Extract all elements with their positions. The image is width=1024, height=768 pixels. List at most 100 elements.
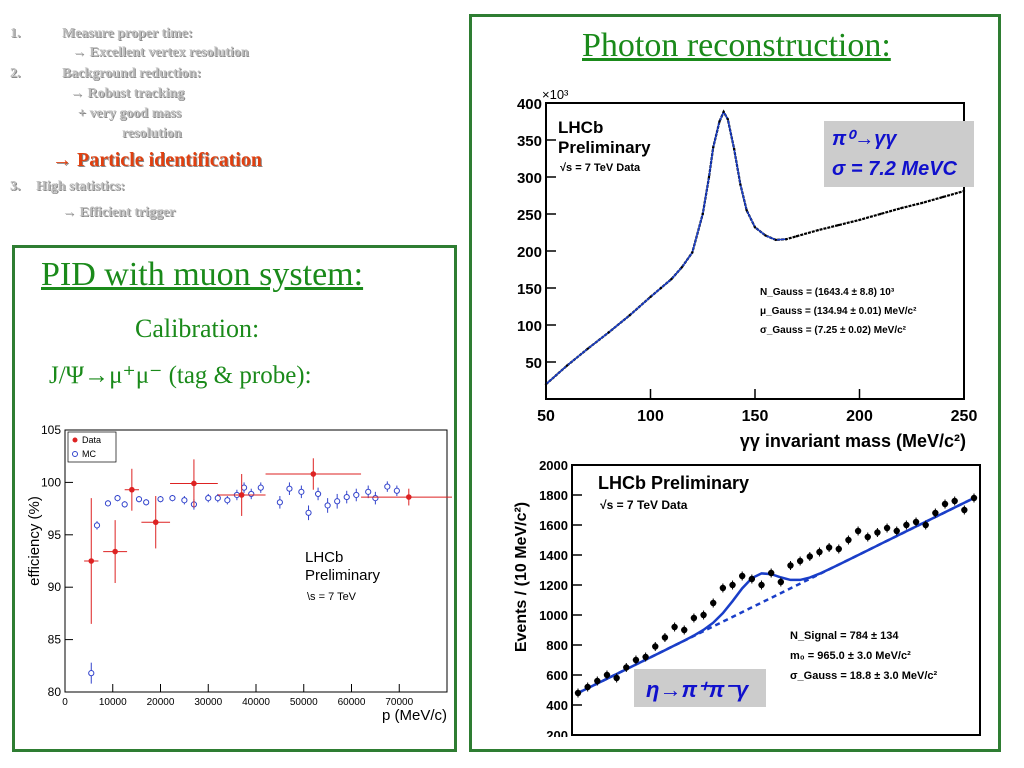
y-tick-label: 105 [41, 423, 61, 437]
data-point [191, 480, 197, 487]
efficiency-chart: 80 85 90 95 100 105 0 10000 20000 30000 40000 50000… [26, 423, 452, 724]
data-point [787, 562, 794, 569]
data-point [700, 611, 707, 619]
data-point [774, 238, 778, 242]
outline-item-2-title: Background reduction: [62, 66, 202, 81]
mc-point [224, 497, 231, 504]
signal-fit-curve [577, 496, 975, 695]
data-point [951, 497, 958, 505]
data-point [632, 656, 640, 664]
data-point [712, 146, 715, 149]
x-tick-label: 150 [742, 408, 769, 425]
data-point [628, 314, 631, 317]
y-tick-label: 1200 [539, 578, 568, 593]
data-point [238, 492, 245, 498]
y-multiplier-label: ×10³ [542, 87, 569, 102]
mc-point [93, 522, 101, 529]
data-point [726, 118, 730, 121]
mc-point [181, 497, 188, 504]
data-point [922, 521, 929, 529]
y-tick-label: 90 [48, 580, 62, 594]
data-point [680, 266, 684, 269]
y-tick-label: 200 [517, 244, 542, 261]
data-point [970, 494, 978, 502]
data-point [837, 223, 840, 227]
outline-item-2-sub2: + very good mass [78, 106, 182, 121]
data-point [900, 206, 903, 210]
data-point [858, 218, 861, 222]
data-point [719, 584, 727, 592]
data-point [962, 189, 966, 193]
data-point [310, 471, 317, 477]
mc-point [276, 499, 283, 506]
data-point [912, 518, 920, 526]
x-tick-label: 20000 [147, 697, 175, 708]
y-tick-label: 400 [517, 96, 542, 113]
pi0-mass-chart: 50 100 150 200 250 300 350 400 50 100 150 200 250 γγ … [517, 87, 978, 451]
data-point [941, 195, 945, 199]
data-point [565, 364, 569, 367]
data-point [932, 509, 939, 517]
data-point [874, 529, 881, 536]
mc-point [365, 488, 372, 495]
y-tick-label: 85 [48, 633, 62, 647]
data-point [764, 234, 767, 237]
mc-point [305, 509, 312, 516]
data-point [707, 175, 711, 179]
mc-point [324, 502, 331, 509]
mc-point [135, 496, 143, 503]
y-axis-label: Events / (10 MeV/c²) [513, 502, 530, 652]
data-point [879, 212, 882, 216]
y-tick-label: 1600 [539, 518, 568, 533]
x-tick-label: 50000 [290, 697, 318, 708]
data-point [739, 183, 742, 186]
data-point [649, 295, 652, 299]
x-tick-label: 250 [951, 408, 978, 425]
data-point [661, 634, 669, 641]
data-point [112, 548, 118, 555]
photon-panel: Photon reconstruction: 50 100 150 200 250 300… [469, 14, 1001, 752]
data-point [835, 545, 842, 553]
y-tick-label: 1400 [539, 548, 568, 563]
resolution-label: σ = 7.2 MeVC [832, 158, 958, 180]
y-tick-label: 400 [546, 698, 568, 713]
data-point [785, 237, 788, 241]
data-point [718, 120, 721, 123]
x-tick-label: 200 [846, 408, 873, 425]
data-point [738, 572, 746, 580]
data-point [690, 614, 698, 622]
data-point [671, 623, 678, 631]
fit-result: m₀ = 965.0 ± 3.0 MeV/c² [790, 650, 911, 662]
data-point [883, 524, 891, 532]
data-point [613, 674, 620, 682]
data-point [825, 544, 833, 551]
data-point [767, 569, 775, 577]
y-tick-label: 200 [546, 728, 568, 737]
data-point [623, 664, 630, 671]
outline-item-3-title: High statistics: [36, 179, 126, 194]
data-point [903, 521, 910, 529]
data-point [806, 553, 814, 560]
outline-item-2-sub: → Robust tracking [70, 86, 185, 101]
x-axis-label: γγ invariant mass (MeV/c²) [740, 431, 966, 451]
annotation-box [634, 669, 766, 707]
data-point [854, 527, 862, 535]
data-point [152, 519, 159, 526]
data-point [607, 331, 610, 334]
y-tick-label: 150 [517, 281, 542, 298]
data-point [574, 689, 582, 697]
annotation-box [824, 121, 974, 187]
outline-item-2-number: 2. [10, 66, 21, 81]
data-point [406, 494, 412, 500]
calibration-label: Calibration: [135, 314, 260, 343]
mc-point [214, 495, 221, 502]
outline-item-2-sub3: resolution [122, 126, 182, 141]
y-tick-label: 250 [517, 207, 542, 224]
data-point [701, 212, 704, 216]
mc-point [104, 500, 112, 507]
data-point [864, 533, 871, 541]
data-point [670, 277, 673, 281]
data-point [584, 683, 591, 691]
data-point [777, 578, 785, 586]
outline-highlight: → Particle identification [52, 149, 262, 171]
